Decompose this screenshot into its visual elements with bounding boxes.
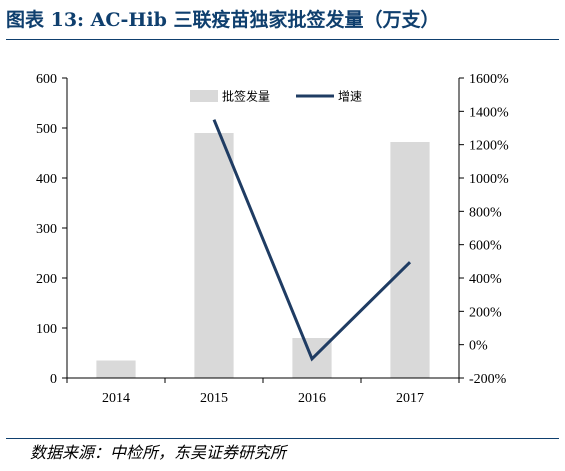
right-tick-label: 1400% [469,105,509,120]
axes-layer: 0 100 200 300 400 500 600 -200% 0% 200% 400% 600% 80… [36,72,509,406]
growth-line [212,119,412,362]
line-layer [212,119,412,362]
legend: 批签发量 增速 [190,89,362,104]
right-tick-label: 0% [469,339,488,354]
left-tick-label: 0 [50,372,57,387]
right-tick-label: 600% [469,239,502,254]
bar-2017 [390,142,430,378]
left-tick-label: 500 [36,122,57,137]
source-note: 数据来源：中检所，东吴证券研究所 [30,443,287,462]
legend-bar-label: 批签发量 [222,89,270,104]
chart: 0 100 200 300 400 500 600 -200% 0% 200% 400% 600% 80… [36,72,509,406]
bars-layer [96,133,430,378]
source-divider [6,438,559,439]
legend-bar-swatch [190,90,218,102]
right-tick-label: -200% [469,372,507,387]
right-tick-label: 1600% [469,72,509,87]
title-divider [6,39,559,40]
bar-2015 [194,133,234,378]
left-tick-label: 100 [36,322,57,337]
left-tick-label: 600 [36,72,57,87]
left-tick-label: 200 [36,272,57,287]
legend-line-label: 增速 [338,90,362,104]
chart-title: 图表 13: AC-Hib 三联疫苗独家批签发量（万支） [6,9,440,31]
bar-2014 [96,360,136,378]
right-tick-label: 400% [469,272,502,287]
right-tick-label: 1000% [469,172,509,187]
right-tick-label: 800% [469,205,502,220]
x-tick-label: 2016 [298,391,326,406]
x-tick-label: 2014 [102,391,130,406]
left-tick-label: 300 [36,222,57,237]
right-tick-label: 200% [469,305,502,320]
x-tick-label: 2017 [396,391,424,406]
left-tick-label: 400 [36,172,57,187]
x-tick-label: 2015 [200,391,228,406]
right-tick-label: 1200% [469,139,509,154]
